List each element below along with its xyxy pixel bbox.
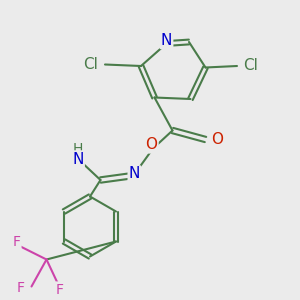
Text: N: N xyxy=(72,152,84,166)
Text: O: O xyxy=(211,132,223,147)
Text: O: O xyxy=(146,137,158,152)
Text: F: F xyxy=(56,283,64,296)
Text: F: F xyxy=(17,281,25,295)
Text: F: F xyxy=(13,236,20,249)
Text: H: H xyxy=(73,142,83,156)
Text: Cl: Cl xyxy=(244,58,259,74)
Text: Cl: Cl xyxy=(83,57,98,72)
Text: N: N xyxy=(161,33,172,48)
Text: N: N xyxy=(129,167,140,182)
